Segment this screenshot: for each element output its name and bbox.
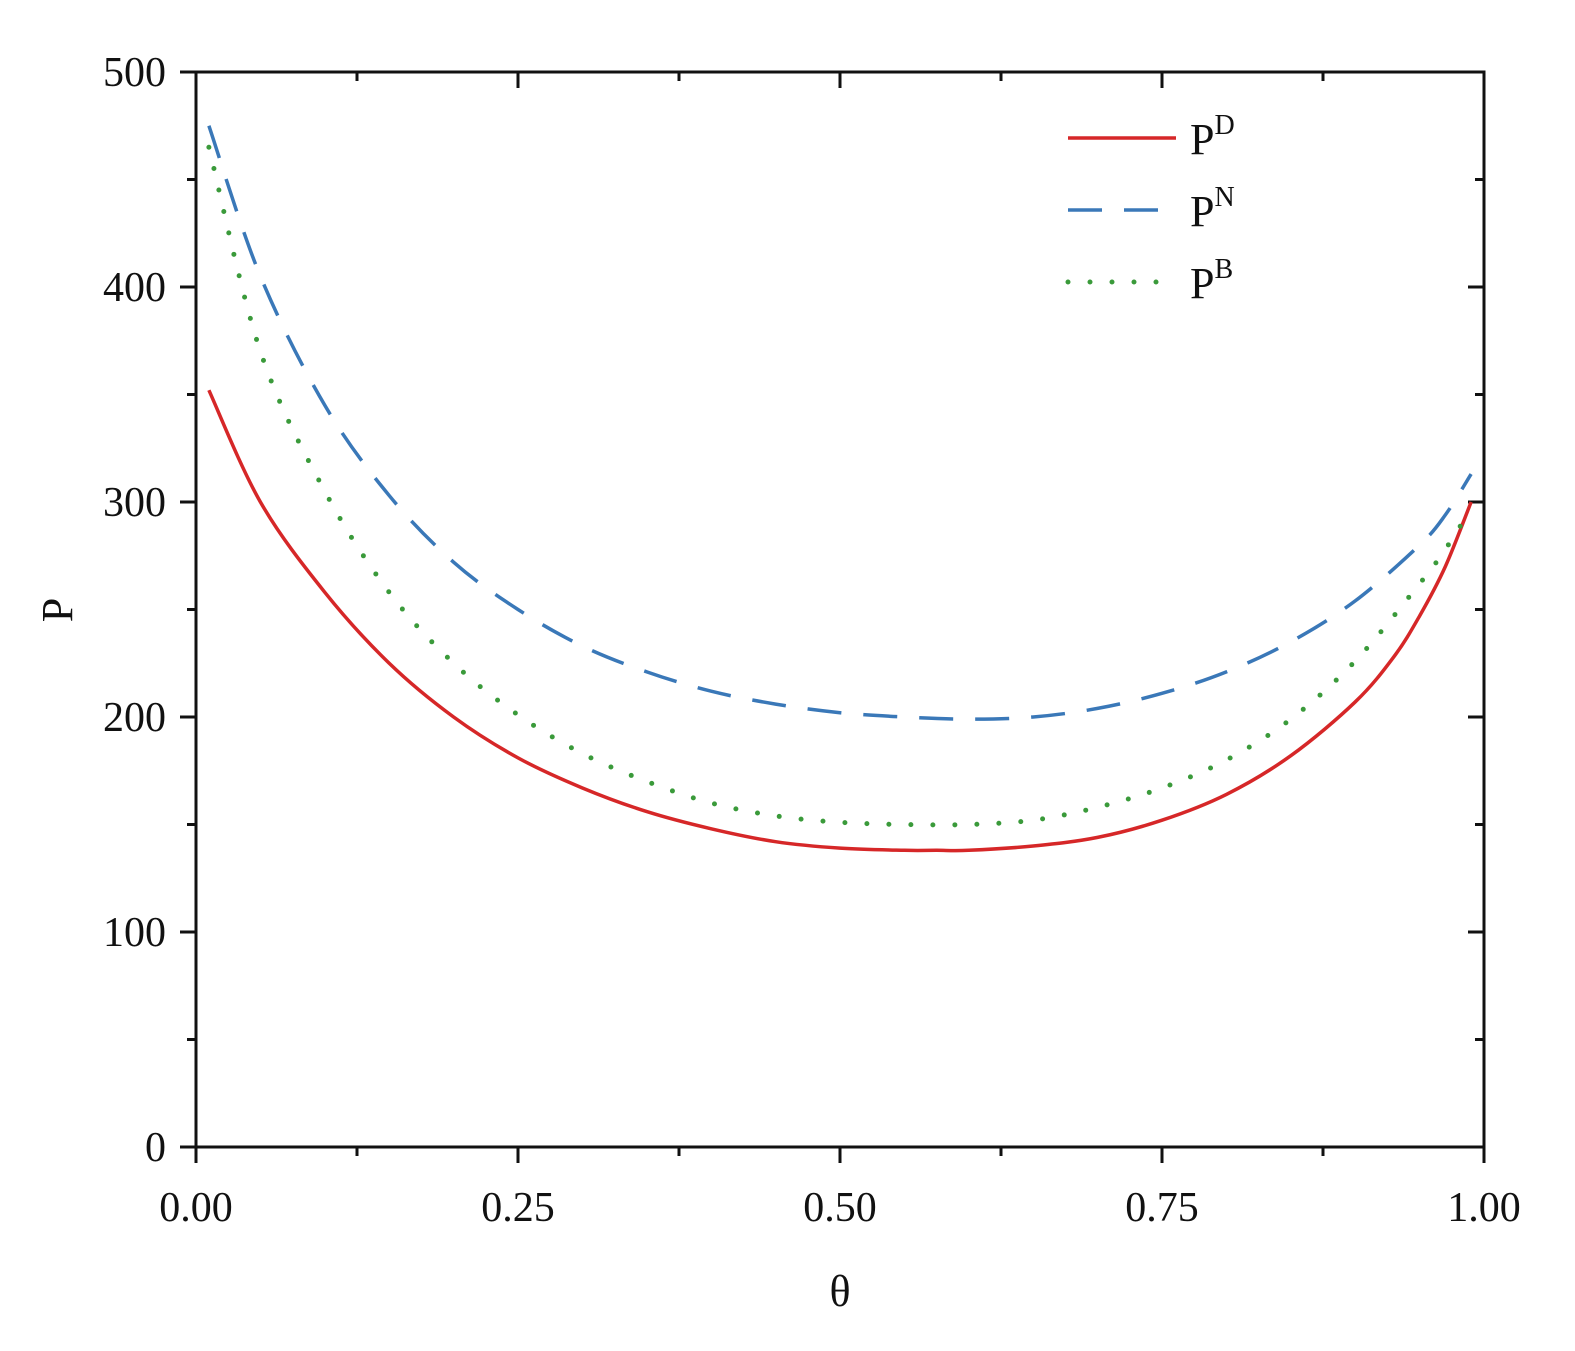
legend-label-superscript: D xyxy=(1214,110,1234,141)
y-tick-label: 500 xyxy=(103,50,166,96)
y-tick-label: 100 xyxy=(103,910,166,956)
series-line-D xyxy=(207,389,1473,853)
y-axis-title: P xyxy=(33,598,82,622)
x-axis-title: θ xyxy=(829,1267,850,1316)
plot-frame xyxy=(194,70,1486,1149)
x-tick-label: 0.25 xyxy=(481,1185,555,1231)
legend-label-D: PD xyxy=(1190,110,1235,164)
y-tick-label: 400 xyxy=(103,265,166,311)
ticks-layer: 0.00 0.25 0.50 0.75 1.00 0 100 200 300 400 500 xyxy=(103,50,1521,1231)
x-tick-label: 0.50 xyxy=(803,1185,877,1231)
series-layer xyxy=(206,125,1474,853)
y-tick-label: 0 xyxy=(145,1125,166,1171)
y-tick-label: 200 xyxy=(103,695,166,741)
legend-label-N: PN xyxy=(1190,182,1235,236)
series-line-B xyxy=(206,144,1474,828)
x-tick-label: 1.00 xyxy=(1447,1185,1521,1231)
y-tick-label: 300 xyxy=(103,480,166,526)
legend-label-base: P xyxy=(1190,187,1214,236)
x-tick-label: 0.00 xyxy=(159,1185,233,1231)
legend-label-base: P xyxy=(1190,259,1214,308)
legend-label-B: PB xyxy=(1190,254,1233,308)
legend-label-base: P xyxy=(1190,115,1214,164)
labels-layer: θ P xyxy=(33,598,851,1316)
x-tick-label: 0.75 xyxy=(1125,1185,1199,1231)
legend-label-superscript: N xyxy=(1214,182,1234,213)
legend-label-superscript: B xyxy=(1214,254,1233,285)
series-line-N xyxy=(207,125,1473,721)
